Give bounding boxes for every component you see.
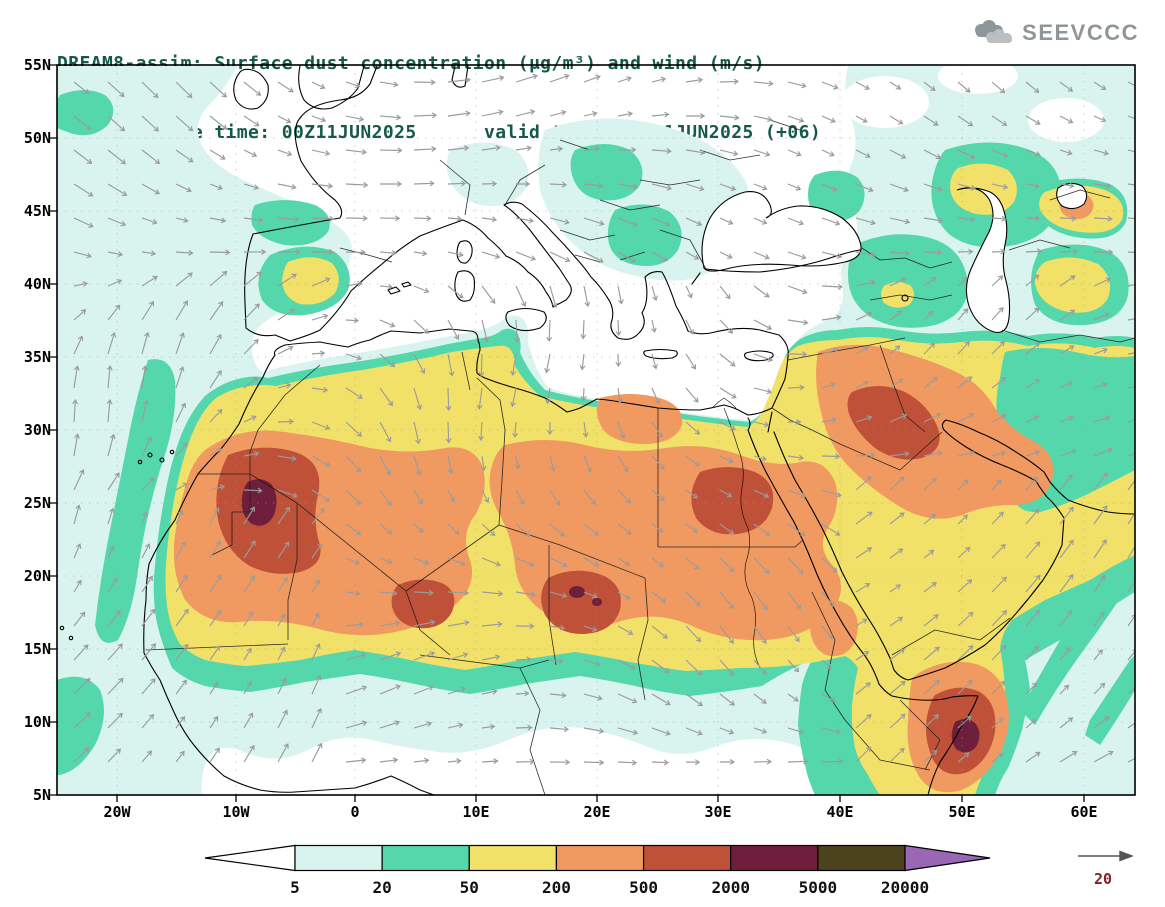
colorbar-segment (294, 844, 383, 872)
islands (59, 65, 909, 641)
colorbar-tick-label: 2000 (711, 878, 750, 897)
lon-label: 20E (583, 803, 610, 821)
lon-label: 20W (103, 803, 131, 821)
coast-redsea-arabia (747, 411, 1135, 685)
seevccc-logo-icon (975, 20, 1013, 43)
latitude-axis-labels: 55N 50N 45N 40N 35N 30N 25N 20N 15N 10N 5N (24, 56, 51, 804)
lat-label: 10N (24, 713, 51, 731)
coast-turkey-north (691, 249, 861, 285)
longitude-axis-labels: 20W 10W 0 10E 20E 30E 40E 50E 60E (103, 803, 1097, 821)
colorbar-tick-label: 500 (629, 878, 658, 897)
colorbar-tick-label: 20000 (881, 878, 929, 897)
colorbar-segment (817, 844, 906, 872)
borders-africa (145, 351, 941, 795)
seevccc-logo-text: SEEVCCC (1022, 20, 1139, 45)
black-sea (701, 190, 862, 272)
caspian-sea (956, 187, 1011, 333)
nile-river (711, 397, 761, 669)
wind-reference: 20 (1078, 850, 1134, 888)
wind-reference-arrowhead (1119, 850, 1134, 862)
dust-layer (57, 65, 1135, 795)
borders-middle-east (771, 189, 1135, 656)
lon-label: 10W (222, 803, 250, 821)
lon-label: 40E (826, 803, 853, 821)
lat-label: 25N (24, 494, 51, 512)
lat-label: 50N (24, 129, 51, 147)
colorbar-segment (730, 844, 819, 872)
colorbar-segment (468, 844, 558, 872)
colorbar-segment (381, 844, 470, 872)
seevccc-logo: SEEVCCC (969, 18, 1139, 48)
colorbar-tick-label: 50 (460, 878, 479, 897)
coastline-layer (59, 65, 1135, 795)
lon-label: 10E (462, 803, 489, 821)
colorbar-tick-label: 5000 (799, 878, 838, 897)
lon-label: 30E (704, 803, 731, 821)
lat-label: 45N (24, 202, 51, 220)
colorbar-tick-label: 5 (290, 878, 300, 897)
colorbar-segment (642, 844, 732, 872)
coast-europe (244, 65, 789, 416)
clear-air-holes (841, 65, 1104, 142)
colorbar-tick-label: 20 (373, 878, 392, 897)
lon-label: 0 (350, 803, 359, 821)
wind-reference-value: 20 (1094, 870, 1112, 888)
colorbar-segment (555, 844, 645, 872)
coast-horn-of-africa (878, 683, 979, 795)
lon-label: 50E (948, 803, 975, 821)
wind-arrow-field (72, 73, 1135, 766)
axis-ticks (50, 64, 1085, 802)
lat-label: 55N (24, 56, 51, 74)
lat-label: 30N (24, 421, 51, 439)
lat-label: 35N (24, 348, 51, 366)
borders-layer (145, 119, 1135, 795)
borders-europe (339, 119, 801, 270)
lat-label: 15N (24, 640, 51, 658)
aral-sea (1056, 182, 1088, 210)
colorbar-right-arrow (904, 844, 991, 872)
lat-label: 5N (33, 786, 51, 804)
colorbar-legend: 5 20 50 200 500 2000 5000 20000 (204, 844, 991, 897)
lon-label: 60E (1070, 803, 1097, 821)
colorbar-left-arrow (204, 844, 296, 872)
colorbar-tick-label: 200 (542, 878, 571, 897)
coast-africa-west (143, 344, 435, 795)
lat-label: 20N (24, 567, 51, 585)
lat-label: 40N (24, 275, 51, 293)
